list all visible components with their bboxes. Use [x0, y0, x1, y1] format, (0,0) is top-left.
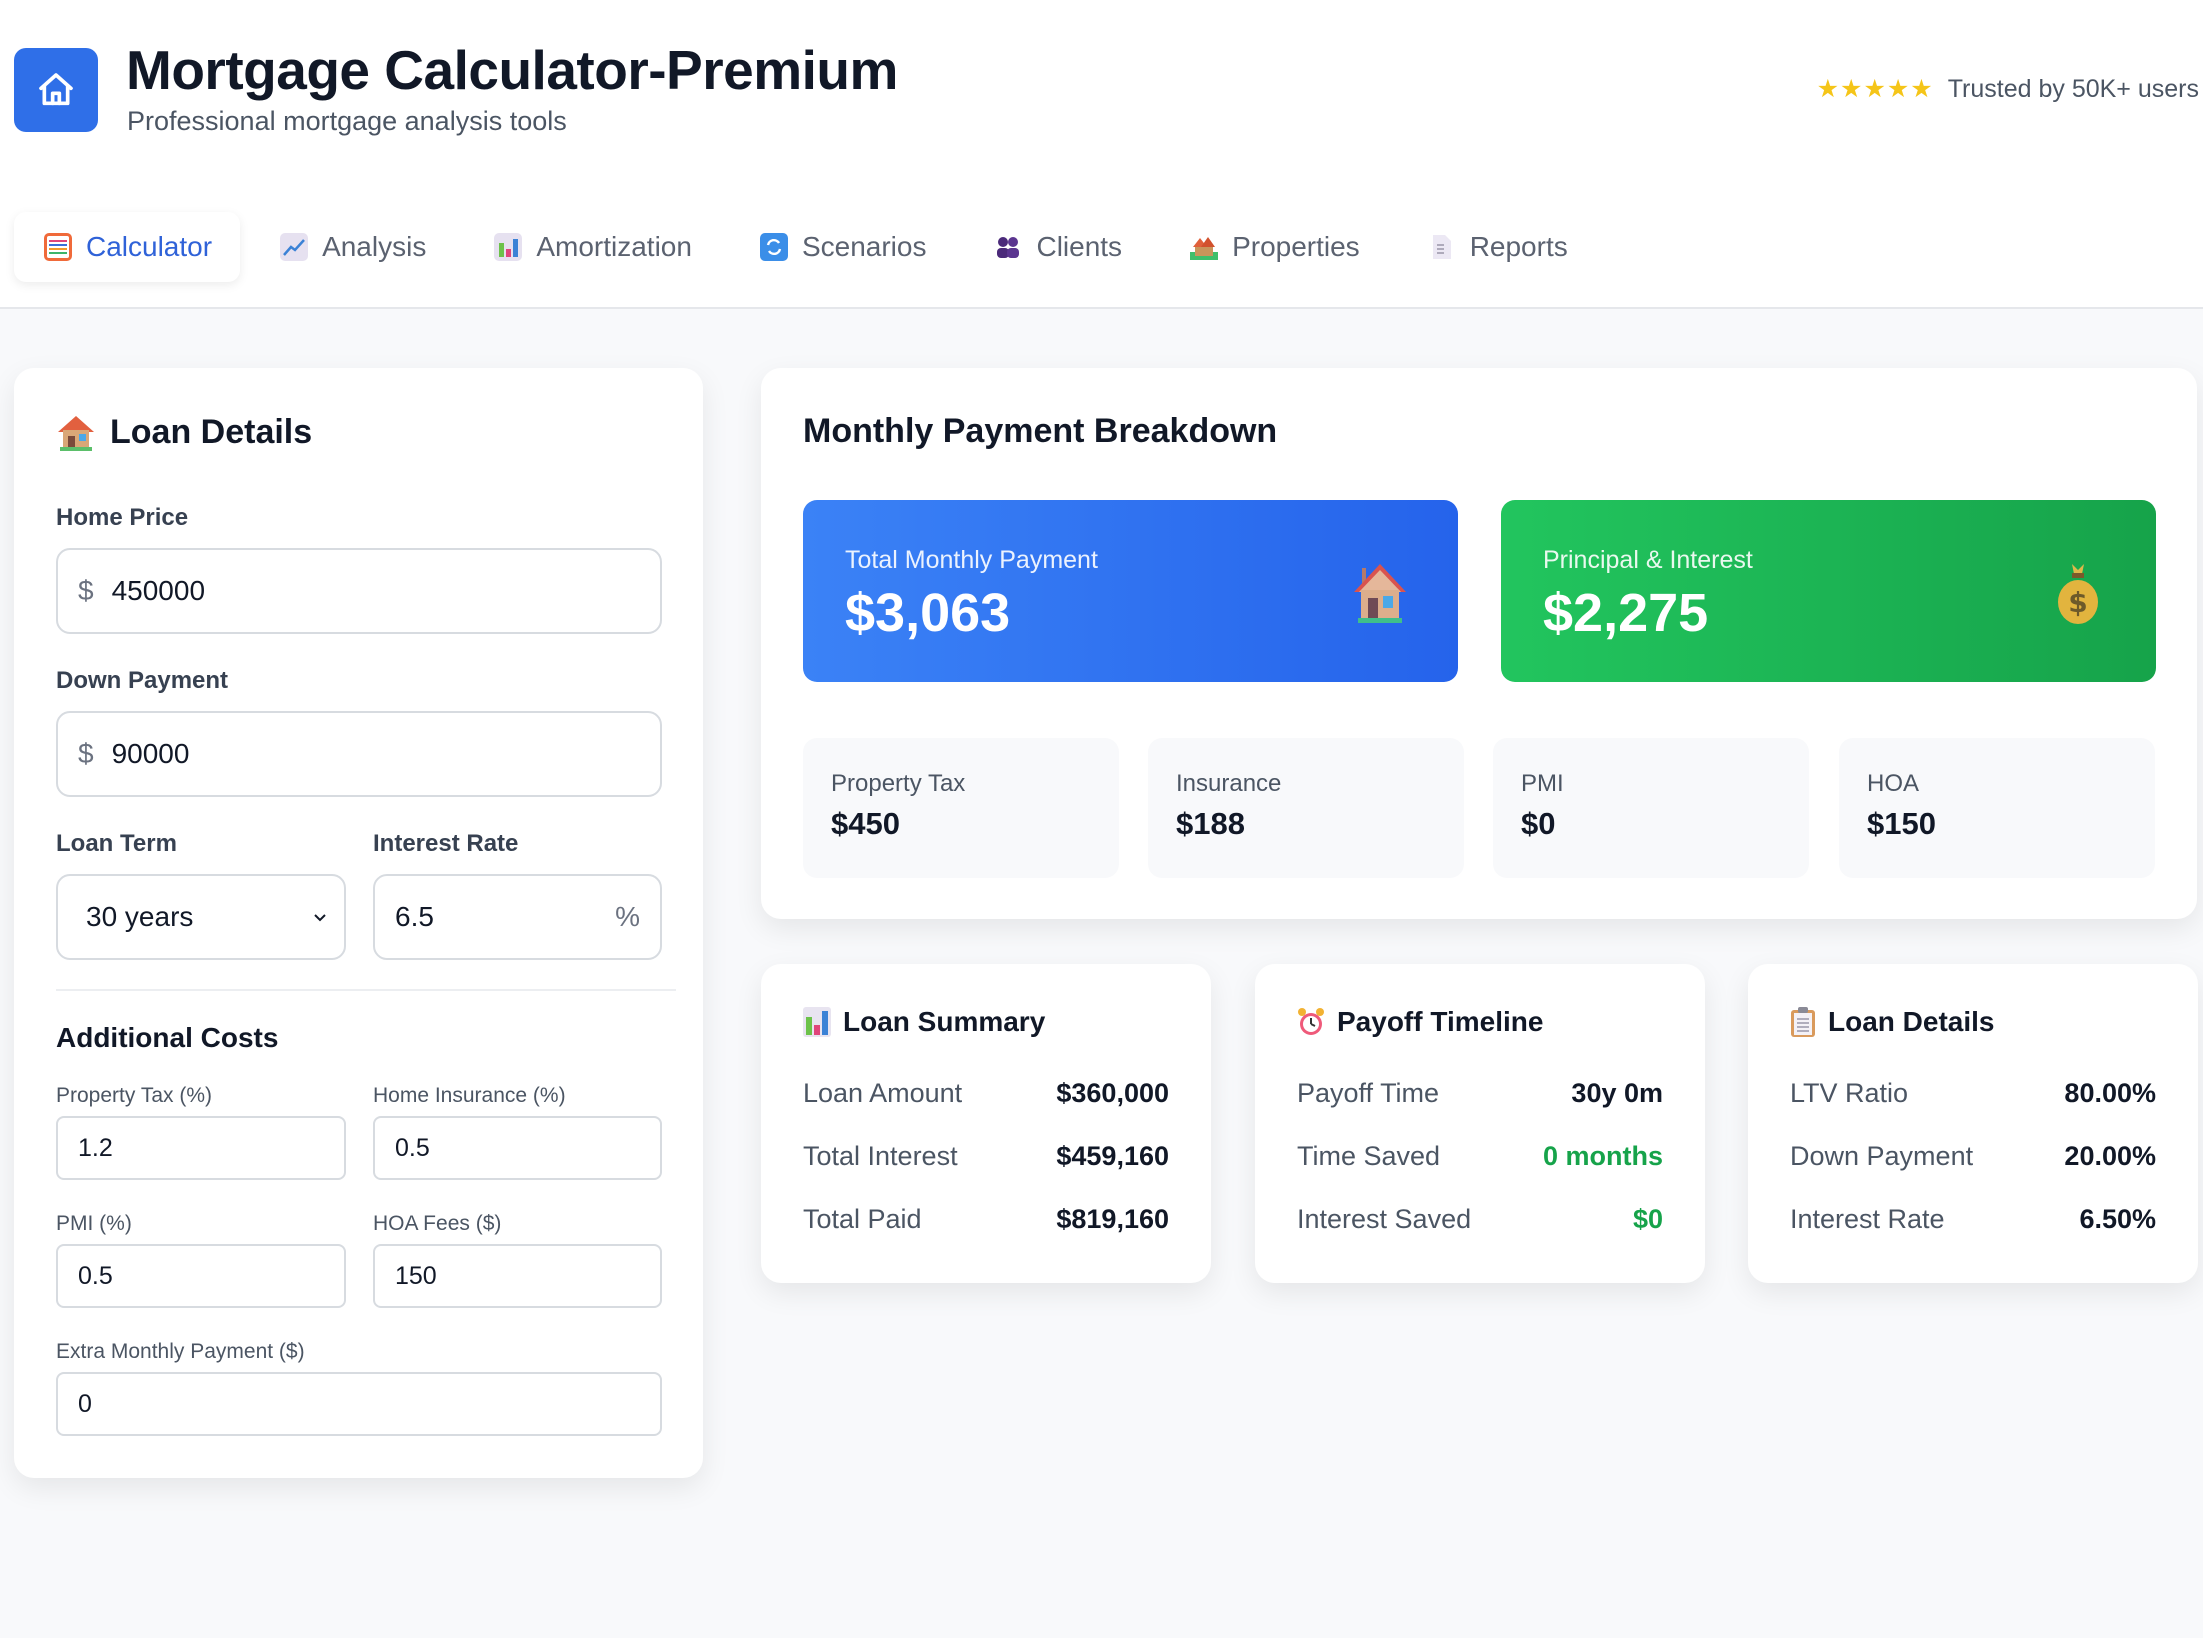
principal-interest-value: $2,275: [1543, 583, 1709, 643]
loan-term-label: Loan Term: [56, 830, 177, 857]
property-tax-label: Property Tax (%): [56, 1084, 212, 1107]
loan-term-select[interactable]: 30 years: [56, 874, 346, 960]
extra-payment-label: Extra Monthly Payment ($): [56, 1340, 305, 1363]
rating-stars-icon: ★★★★★: [1816, 75, 1934, 103]
dollar-prefix: $: [78, 575, 94, 606]
people-icon: [994, 233, 1022, 261]
breakdown-title: Monthly Payment Breakdown: [803, 412, 1278, 450]
total-monthly-payment-tile: Total Monthly Payment $3,063: [803, 500, 1458, 682]
loan-term-value: 30 years: [86, 901, 194, 932]
ltv-ratio-row: LTV Ratio 80.00%: [1790, 1078, 2156, 1108]
app-subtitle: Professional mortgage analysis tools: [127, 106, 567, 136]
houses-icon: [1190, 233, 1219, 261]
house-icon: [58, 416, 94, 451]
loan-details-summary-title: Loan Details: [1790, 1006, 1994, 1038]
tab-amortization[interactable]: Amortization: [466, 212, 720, 282]
payoff-timeline-card: Payoff Timeline Payoff Time 30y 0m Time S…: [1255, 964, 1705, 1283]
tab-reports[interactable]: Reports: [1400, 212, 1596, 282]
pmi-input[interactable]: 0.5: [56, 1244, 346, 1308]
total-interest-row: Total Interest $459,160: [803, 1141, 1169, 1171]
tab-properties[interactable]: Properties: [1162, 212, 1388, 282]
loan-summary-title: Loan Summary: [803, 1006, 1045, 1038]
bar-chart-icon: [803, 1007, 831, 1037]
pmi-value: 0.5: [78, 1261, 113, 1290]
bar-chart-icon: [494, 233, 523, 261]
down-payment-pct-row: Down Payment 20.00%: [1790, 1141, 2156, 1171]
home-insurance-label: Home Insurance (%): [373, 1084, 566, 1107]
down-payment-value: 90000: [111, 738, 190, 769]
money-bag-icon: $: [2058, 564, 2098, 624]
loan-details-title: Loan Details: [56, 412, 312, 452]
interest-saved-row: Interest Saved $0: [1297, 1204, 1663, 1234]
dollar-prefix: $: [78, 738, 94, 769]
down-payment-input[interactable]: $ 90000: [56, 711, 662, 797]
nav-tabs: Calculator Analysis Amortization Scenari…: [14, 212, 1608, 282]
house-icon: [1354, 564, 1406, 623]
payoff-time-row: Payoff Time 30y 0m: [1297, 1078, 1663, 1108]
home-insurance-input[interactable]: 0.5: [373, 1116, 662, 1180]
alarm-clock-icon: [1298, 1008, 1324, 1035]
hoa-summary: HOA $150: [1839, 738, 2155, 878]
insurance-summary: Insurance $188: [1148, 738, 1464, 878]
hoa-fees-label: HOA Fees ($): [373, 1212, 502, 1235]
tab-clients[interactable]: Clients: [966, 212, 1150, 282]
tab-calculator[interactable]: Calculator: [14, 212, 241, 282]
loan-details-summary-card: Loan Details LTV Ratio 80.00% Down Paymen…: [1748, 964, 2198, 1283]
interest-rate-label: Interest Rate: [373, 830, 519, 857]
total-paid-row: Total Paid $819,160: [803, 1204, 1169, 1234]
loan-details-form: Loan Details Home Price $ 450000 Down Pa…: [14, 368, 703, 1478]
interest-rate-input[interactable]: 6.5 %: [373, 874, 662, 960]
loan-summary-card: Loan Summary Loan Amount $360,000 Total I…: [761, 964, 1211, 1283]
home-price-label: Home Price: [56, 504, 189, 531]
payment-breakdown-card: Monthly Payment Breakdown Total Monthly …: [761, 368, 2197, 919]
chevron-down-icon: [314, 914, 326, 922]
home-insurance-value: 0.5: [395, 1133, 430, 1162]
percent-suffix: %: [615, 901, 640, 932]
home-price-value: 450000: [111, 575, 206, 606]
additional-costs-title: Additional Costs: [56, 1022, 279, 1053]
principal-interest-tile: Principal & Interest $2,275 $: [1501, 500, 2156, 682]
extra-payment-value: 0: [78, 1389, 92, 1418]
tab-label: Analysis: [322, 231, 427, 262]
property-tax-input[interactable]: 1.2: [56, 1116, 346, 1180]
trust-badge: ★★★★★ Trusted by 50K+ users: [1817, 74, 2199, 104]
time-saved-row: Time Saved 0 months: [1297, 1141, 1663, 1171]
top-header: Mortgage Calculator-Premium Professional…: [0, 0, 2203, 309]
home-price-input[interactable]: $ 450000: [56, 548, 662, 634]
tab-analysis[interactable]: Analysis: [252, 212, 454, 282]
interest-rate-value: 6.5: [395, 901, 434, 932]
abacus-icon: [44, 233, 72, 261]
down-payment-label: Down Payment: [56, 667, 229, 694]
chart-increasing-icon: [280, 233, 309, 261]
tab-scenarios[interactable]: Scenarios: [732, 212, 955, 282]
extra-payment-input[interactable]: 0: [56, 1372, 662, 1436]
tab-label: Scenarios: [801, 231, 927, 262]
principal-interest-label: Principal & Interest: [1543, 546, 1753, 574]
property-tax-value: 1.2: [78, 1133, 113, 1162]
hoa-fees-input[interactable]: 150: [373, 1244, 662, 1308]
tab-label: Properties: [1232, 231, 1360, 262]
hoa-fees-value: 150: [395, 1261, 437, 1290]
payoff-timeline-title: Payoff Timeline: [1297, 1006, 1543, 1038]
pmi-label: PMI (%): [56, 1212, 132, 1235]
property-tax-summary: Property Tax $450: [803, 738, 1119, 878]
total-label: Total Monthly Payment: [845, 546, 1098, 574]
tab-label: Amortization: [536, 231, 692, 262]
divider: [56, 989, 676, 991]
clipboard-icon: [1791, 1007, 1815, 1037]
loan-amount-row: Loan Amount $360,000: [803, 1078, 1169, 1108]
tab-label: Reports: [1469, 231, 1568, 262]
tab-label: Calculator: [86, 231, 213, 262]
total-value: $3,063: [845, 583, 1011, 643]
tab-label: Clients: [1036, 231, 1123, 262]
app-title: Mortgage Calculator-Premium: [126, 39, 898, 101]
document-icon: [1428, 233, 1456, 261]
logo: [14, 48, 98, 132]
svg-text:$: $: [2068, 586, 2087, 619]
repeat-icon: [759, 233, 788, 261]
home-icon: [39, 73, 73, 106]
interest-rate-pct-row: Interest Rate 6.50%: [1790, 1204, 2156, 1234]
pmi-summary: PMI $0: [1493, 738, 1809, 878]
trust-text: Trusted by 50K+ users: [1947, 74, 2199, 103]
